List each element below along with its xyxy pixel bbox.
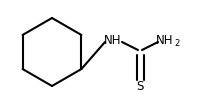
- Text: NH: NH: [104, 33, 122, 46]
- Text: S: S: [136, 79, 144, 92]
- Text: 2: 2: [174, 38, 180, 48]
- Text: NH: NH: [156, 33, 174, 46]
